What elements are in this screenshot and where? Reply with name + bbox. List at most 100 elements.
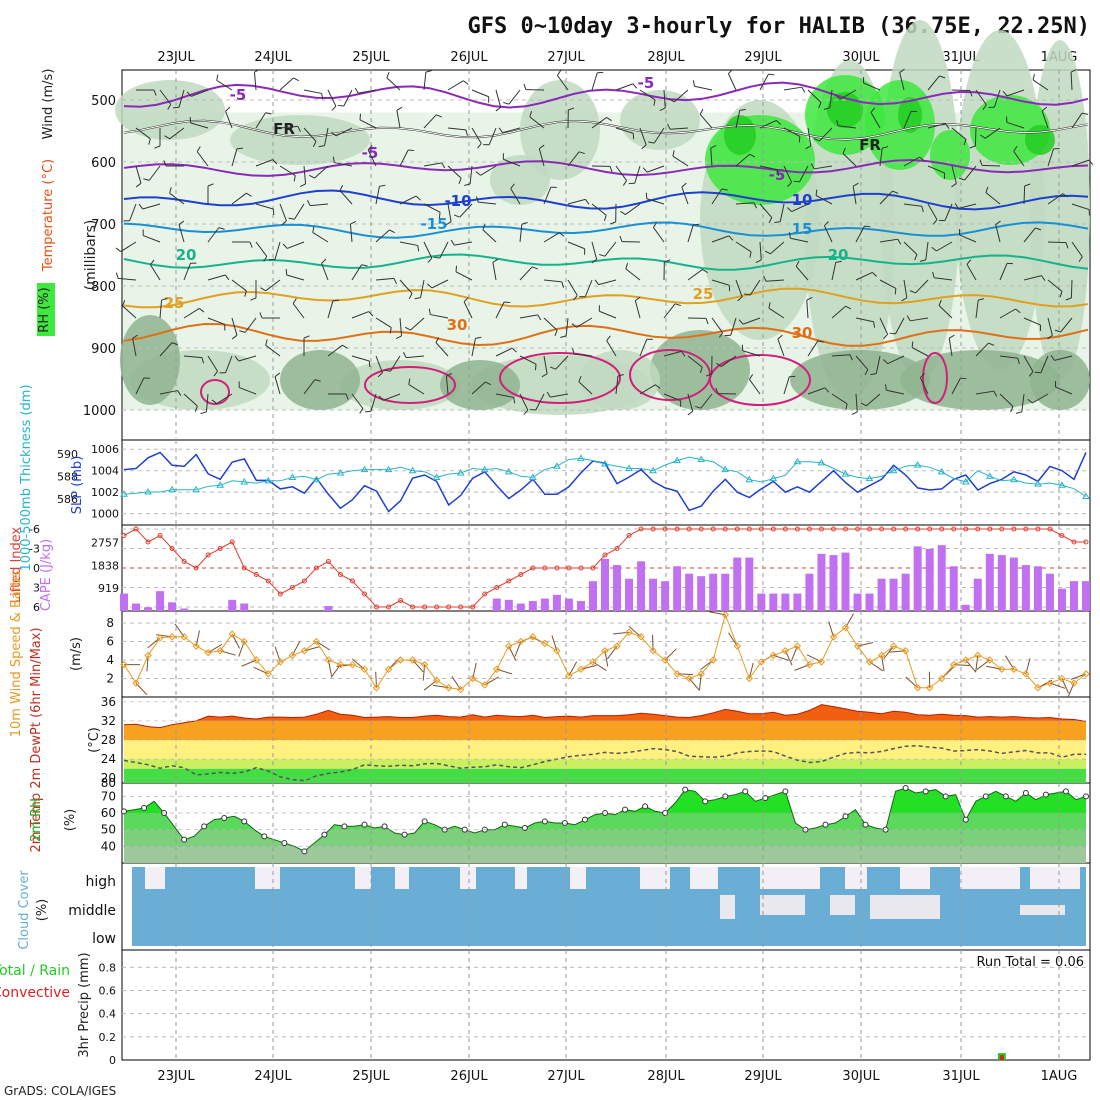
pressure-tick: 500: [91, 94, 116, 109]
wind-barb-flag: [485, 381, 491, 386]
isotherm-label: -5: [769, 166, 786, 184]
wind-barb-flag: [721, 188, 728, 191]
wind-barb: [672, 155, 689, 167]
thickness-marker: [432, 473, 441, 480]
wind-barb-flag: [186, 91, 192, 97]
wind-barb: [543, 187, 552, 205]
wind-barb-flag: [728, 235, 734, 241]
rh-shade-blob: [650, 330, 750, 410]
rh-marker: [301, 848, 308, 855]
wind10m-marker: [709, 656, 717, 664]
wind-barb-flag: [591, 258, 597, 264]
wind-barb: [399, 195, 417, 205]
li-marker: [398, 598, 404, 603]
wind-barb: [670, 127, 689, 130]
wind-barb-flag: [541, 373, 548, 378]
wind-barb-flag: [883, 359, 889, 364]
rh-shade-blob: [490, 155, 550, 205]
wind-barb: [253, 72, 257, 91]
slp-tick: 1004: [91, 465, 119, 478]
li-marker: [337, 572, 343, 577]
wind10m-marker: [829, 633, 838, 641]
wind-barb: [132, 338, 137, 357]
wind-barb: [903, 279, 908, 298]
isotherm-line: [123, 287, 1089, 309]
wind-barb: [974, 127, 977, 147]
wind-barb: [749, 279, 761, 296]
wind-barb: [919, 377, 929, 395]
cloud-level-label: low: [92, 931, 116, 947]
wind-barb: [759, 119, 777, 129]
rh-shade-blob: [724, 115, 756, 155]
wind-barb: [1047, 241, 1067, 244]
cape-bar: [552, 594, 561, 611]
precip-legend-rain: Total / Rain: [0, 963, 70, 979]
wind-barb-flag: [427, 283, 433, 289]
wind-barb: [231, 192, 247, 205]
li-marker: [746, 526, 752, 532]
wind-barb: [981, 164, 1001, 167]
wind-barb: [625, 268, 641, 281]
rh-shade-blob: [520, 80, 600, 180]
wind-barb: [711, 279, 730, 286]
wind-barb: [535, 393, 545, 411]
cloud-level-label: middle: [68, 903, 116, 919]
wind-barb-flag: [225, 106, 231, 112]
wind-barb-flag: [1015, 411, 1022, 414]
wind-barb-flag: [455, 265, 458, 272]
wind10m-marker: [312, 637, 321, 646]
wind-barb: [207, 355, 218, 372]
wind-barb: [455, 271, 473, 281]
li-marker: [638, 526, 644, 532]
cape-bar: [745, 557, 754, 611]
wind-barb: [700, 393, 713, 409]
li-tick: 3: [33, 582, 40, 595]
wind-barb-flag: [465, 129, 468, 136]
wind-barb: [327, 344, 343, 357]
precip-legend-conv: Convective: [0, 985, 70, 1001]
isotherm-label: 15: [792, 220, 813, 238]
top-date-label: 31JUL: [942, 50, 980, 65]
wind-barb-flag: [969, 90, 973, 97]
li-tick: 0: [33, 562, 40, 575]
wind-barb-flag: [408, 378, 411, 385]
wind-barb: [255, 112, 266, 129]
pressure-axis-label: (millibars): [83, 220, 99, 291]
wind-barb-flag: [801, 86, 806, 93]
wind-barb: [910, 317, 929, 322]
wind-barb: [899, 72, 905, 91]
wind-barb-flag: [805, 145, 812, 150]
wind-barb-flag: [288, 217, 295, 220]
wind-barb-flag: [931, 246, 937, 252]
wind10m-marker: [925, 684, 934, 692]
wind-barb-flag: [889, 332, 896, 335]
wind10m-marker: [300, 647, 309, 655]
isotherm-label: 30: [792, 324, 813, 342]
wind-barb: [503, 158, 521, 167]
wind-barb: [519, 314, 538, 319]
wind-barb: [866, 393, 881, 407]
wind-barb: [591, 72, 598, 91]
wind10m-marker: [721, 610, 729, 619]
wind-barb: [327, 300, 334, 319]
rh-marker: [842, 813, 849, 820]
cloud-axis-label: Cloud Cover: [17, 870, 32, 950]
isotherm-line: [123, 221, 1089, 239]
wind-barb-flag: [1032, 73, 1035, 81]
wind-barb: [480, 165, 497, 176]
wind-barb: [459, 203, 473, 218]
li-marker: [145, 539, 151, 545]
wind-barb: [231, 148, 238, 167]
rh-marker: [561, 820, 568, 826]
wind-barb: [831, 393, 848, 405]
rh-shade-blob: [230, 115, 370, 165]
wind-barb-flag: [163, 160, 167, 167]
thickness-tick: 586: [57, 493, 78, 506]
wind-barb-flag: [482, 223, 486, 230]
wind-barb-flag: [864, 369, 869, 376]
wind-barb: [1032, 79, 1049, 91]
wind-barb-flag: [852, 182, 859, 187]
li-marker: [1059, 533, 1065, 538]
wind-barb: [1021, 393, 1025, 412]
wind-barb: [959, 234, 977, 243]
